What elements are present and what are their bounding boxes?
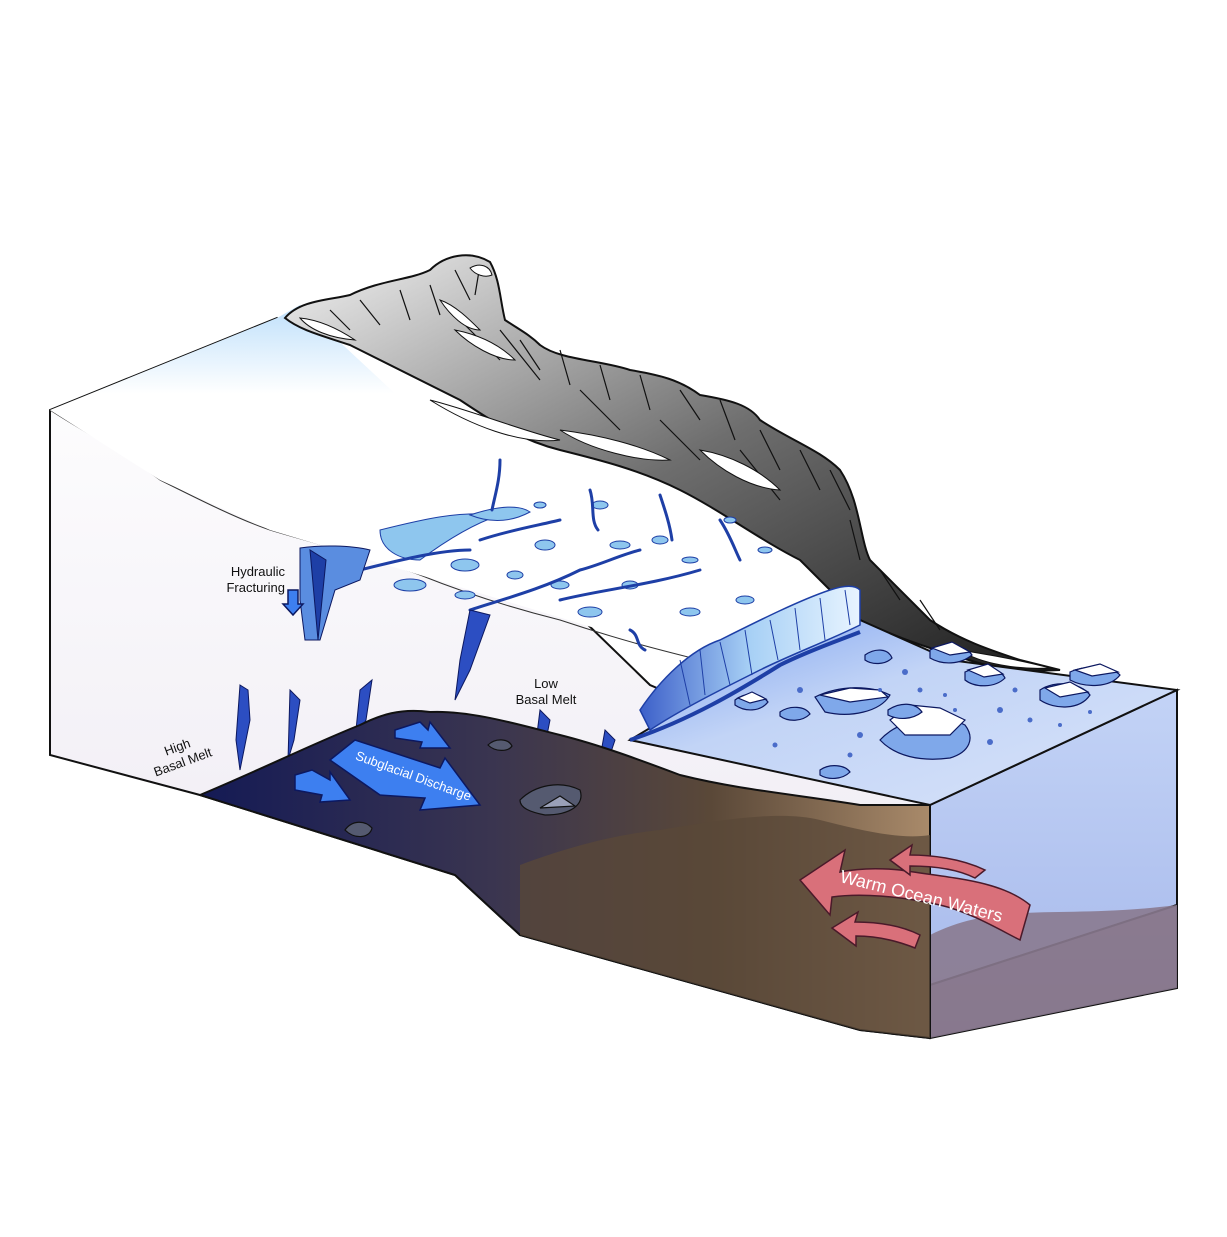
iceberg-4 xyxy=(1069,663,1121,686)
discharge-arrow-main xyxy=(328,739,482,811)
discharge-arrow-lower xyxy=(294,769,352,803)
label-low-2: Basal Melt xyxy=(516,692,577,707)
meltwater-ponds xyxy=(379,500,773,618)
mountain-range xyxy=(283,254,1061,674)
warm-ocean-arrows[interactable] xyxy=(798,843,1031,949)
iceberg-11 xyxy=(887,703,923,719)
iceberg-5 xyxy=(734,691,769,711)
iceberg-2 xyxy=(814,687,891,715)
hydraulic-arrow xyxy=(281,589,305,617)
iceberg-8 xyxy=(864,649,893,665)
ocean-arrow-lower xyxy=(830,910,921,949)
iceberg-7 xyxy=(964,663,1006,687)
subglacial-discharge-arrows[interactable] xyxy=(281,589,482,811)
ice-top-surface xyxy=(50,305,860,660)
discharge-arrow-upper xyxy=(394,720,452,749)
calving-front xyxy=(639,585,861,732)
iceberg-3 xyxy=(1039,681,1091,708)
label-low-1: Low xyxy=(534,676,558,691)
label-hydraulic-2: Fracturing xyxy=(226,580,285,595)
label-hydraulic-1: Hydraulic xyxy=(231,564,286,579)
ocean-arrow-upper xyxy=(888,843,987,879)
iceberg-6 xyxy=(929,641,973,664)
iceberg-9 xyxy=(779,706,811,721)
ocean-arrow-main xyxy=(798,848,1031,942)
boulders xyxy=(344,739,582,838)
iceberg-10 xyxy=(819,765,851,779)
surface-crevasses xyxy=(358,458,742,652)
ice-debris xyxy=(772,669,1092,758)
icebergs xyxy=(734,641,1121,779)
